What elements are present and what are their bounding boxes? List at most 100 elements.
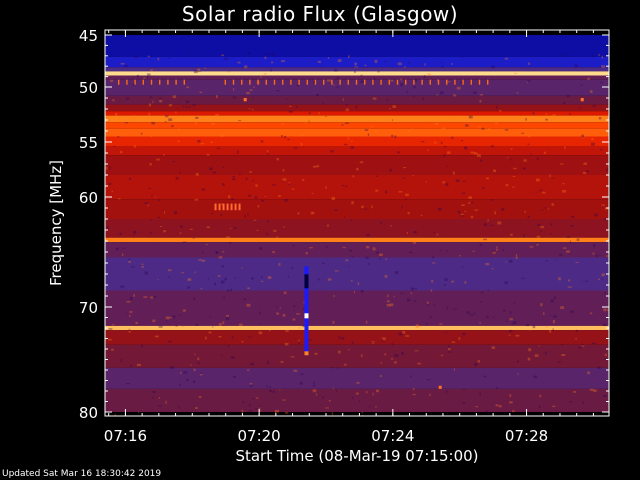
noise-speck (595, 254, 598, 258)
noise-speck (290, 356, 295, 358)
noise-speck (287, 138, 290, 141)
noise-speck (380, 375, 382, 377)
periodic-tick (175, 79, 177, 85)
noise-speck (575, 338, 577, 340)
noise-speck (400, 292, 404, 294)
noise-speck (425, 181, 428, 183)
noise-speck (509, 401, 513, 404)
noise-speck (143, 77, 146, 79)
noise-speck (258, 331, 263, 335)
noise-speck (581, 281, 583, 283)
noise-speck (314, 352, 318, 355)
noise-speck (331, 412, 334, 415)
periodic-tick (413, 79, 415, 85)
noise-speck (342, 246, 346, 249)
noise-speck (233, 375, 236, 378)
noise-speck (252, 180, 254, 182)
noise-speck (581, 137, 585, 139)
noise-speck (249, 89, 253, 91)
noise-speck (540, 303, 543, 307)
frequency-band (105, 136, 609, 147)
noise-speck (285, 329, 289, 332)
noise-speck (226, 236, 231, 240)
noise-speck (334, 270, 339, 272)
noise-speck (372, 97, 377, 100)
noise-speck (345, 185, 348, 188)
noise-speck (206, 153, 210, 156)
noise-speck (341, 337, 344, 340)
noise-speck (352, 256, 354, 258)
periodic-tick (380, 79, 382, 85)
noise-speck (433, 304, 436, 306)
noise-speck (266, 149, 269, 153)
noise-speck (243, 215, 247, 217)
noise-speck (154, 335, 159, 338)
noise-speck (158, 405, 162, 407)
noise-speck (297, 212, 300, 215)
noise-speck (109, 166, 111, 170)
noise-speck (220, 134, 224, 138)
noise-speck (501, 208, 505, 211)
burst-mark (214, 203, 217, 211)
noise-speck (584, 280, 589, 282)
periodic-tick (314, 79, 317, 85)
noise-speck (133, 145, 137, 148)
noise-speck (347, 349, 350, 351)
noise-speck (385, 190, 388, 194)
noise-speck (394, 354, 399, 358)
noise-speck (241, 409, 244, 413)
noise-speck (594, 213, 598, 217)
noise-speck (135, 321, 138, 325)
noise-speck (430, 289, 433, 292)
noise-speck (390, 358, 394, 360)
noise-speck (385, 258, 387, 261)
noise-speck (582, 171, 587, 175)
noise-speck (360, 80, 364, 83)
noise-speck (151, 121, 155, 125)
noise-speck (424, 63, 426, 66)
noise-speck (499, 110, 502, 112)
noise-speck (429, 316, 433, 318)
noise-speck (198, 396, 202, 398)
noise-speck (397, 151, 400, 154)
noise-speck (501, 412, 504, 415)
noise-speck (456, 86, 461, 90)
noise-speck (177, 140, 180, 142)
noise-speck (472, 250, 475, 252)
noise-speck (261, 276, 263, 279)
noise-speck (327, 57, 330, 59)
noise-speck (532, 112, 535, 115)
noise-speck (217, 275, 221, 277)
noise-speck (225, 317, 230, 320)
noise-speck (242, 401, 245, 403)
noise-speck (197, 357, 200, 361)
noise-speck (602, 395, 607, 398)
chart-title: Solar radio Flux (Glasgow) (181, 2, 459, 26)
noise-speck (178, 325, 181, 327)
noise-speck (284, 198, 288, 202)
noise-speck (371, 125, 374, 128)
frequency-band (105, 146, 609, 156)
noise-speck (471, 201, 474, 204)
noise-speck (544, 206, 546, 210)
noise-speck (168, 104, 173, 107)
noise-speck (148, 103, 152, 107)
x-tick-label: 07:28 (505, 427, 548, 445)
noise-speck (247, 213, 250, 216)
noise-speck (527, 80, 531, 82)
noise-speck (153, 295, 157, 299)
noise-speck (276, 312, 280, 315)
noise-speck (114, 413, 116, 416)
noise-speck (225, 314, 229, 317)
noise-speck (175, 325, 178, 327)
periodic-tick (437, 79, 440, 85)
noise-speck (158, 397, 160, 399)
noise-speck (606, 168, 609, 172)
noise-speck (252, 108, 254, 111)
noise-speck (461, 192, 466, 194)
noise-speck (529, 329, 531, 331)
noise-speck (288, 182, 291, 184)
noise-speck (492, 169, 497, 173)
noise-speck (412, 393, 416, 396)
noise-speck (168, 340, 172, 343)
